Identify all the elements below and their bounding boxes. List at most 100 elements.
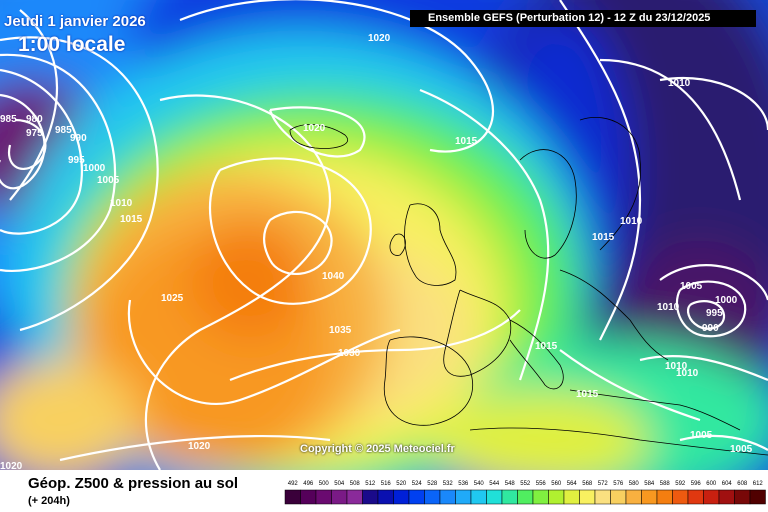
legend-swatch (734, 489, 751, 505)
isobar-label: 1010 (665, 361, 688, 372)
isobar-label: 1015 (455, 136, 478, 147)
legend-swatch (315, 489, 332, 505)
legend-tick-label: 540 (474, 481, 485, 487)
isobar-lines (0, 0, 768, 470)
legend-tick-label: 496 (303, 481, 314, 487)
legend-swatch (563, 489, 580, 505)
isobar-label: 980 (26, 114, 43, 125)
isobar-label: 1025 (161, 293, 184, 304)
legend-tick-label: 576 (613, 481, 624, 487)
legend-swatch (687, 489, 704, 505)
legend-tick-label: 492 (288, 481, 299, 487)
legend-tick-label: 500 (319, 481, 330, 487)
legend-swatch (532, 489, 549, 505)
legend-tick-label: 508 (350, 481, 361, 487)
legend-swatch (486, 489, 503, 505)
map-title: Géop. Z500 & pression au sol (28, 475, 239, 492)
legend-swatch (501, 489, 518, 505)
legend-tick-label: 604 (722, 481, 733, 487)
forecast-lead: (+ 204h) (28, 495, 70, 507)
isobar-label: 995 (68, 155, 85, 166)
isobar-label: 1015 (535, 341, 558, 352)
legend-swatch (377, 489, 394, 505)
legend-swatch (424, 489, 441, 505)
map-footer: Géop. Z500 & pression au sol (+ 204h) 49… (0, 470, 768, 512)
isobar-label: 1030 (338, 348, 361, 359)
legend-swatch (300, 489, 317, 505)
legend-tick-label: 596 (691, 481, 702, 487)
isobar-labels: 1020 985 975 980 985 990 995 1000 1005 1… (0, 33, 753, 470)
isobar-label: 1005 (680, 281, 703, 292)
legend-tick-label: 520 (396, 481, 407, 487)
legend-swatch (718, 489, 735, 505)
isobar-label: 1015 (576, 389, 599, 400)
isobar-label: 1010 (620, 216, 643, 227)
legend-swatch (641, 489, 658, 505)
legend-swatch (610, 489, 627, 505)
isobar-label: 1040 (322, 271, 345, 282)
legend-tick-label: 592 (675, 481, 686, 487)
isobar-label: 1005 (97, 175, 120, 186)
legend-swatch (362, 489, 379, 505)
isobar-label: 1000 (715, 295, 738, 306)
legend-tick-label: 504 (334, 481, 345, 487)
legend-tick-label: 580 (629, 481, 640, 487)
isobar-label: 990 (70, 133, 87, 144)
legend-tick-label: 560 (551, 481, 562, 487)
isobar-label: 1020 (188, 441, 211, 452)
legend-swatch (284, 489, 301, 505)
isobar-label: 975 (26, 128, 43, 139)
isobar-label: 1020 (0, 461, 23, 470)
legend-tick-label: 536 (458, 481, 469, 487)
copyright-text: Copyright © 2025 Meteociel.fr (300, 443, 455, 455)
color-legend: 492 496 500 504 508 512 516 520 524 528 532 536 540 5… (284, 481, 766, 505)
legend-swatch (548, 489, 565, 505)
legend-swatch (439, 489, 456, 505)
isobar-label: 1010 (676, 368, 699, 379)
isobar-label: 1010 (110, 198, 133, 209)
isobar-label: 1015 (592, 232, 615, 243)
legend-swatch (594, 489, 611, 505)
local-time: 1:00 locale (18, 33, 126, 56)
isobar-label: 1000 (83, 163, 106, 174)
isobar-label: 1010 (657, 302, 680, 313)
legend-swatch (672, 489, 689, 505)
isobar-label: 985 (0, 114, 17, 125)
legend-swatch (625, 489, 642, 505)
forecast-date: Jeudi 1 janvier 2026 (4, 13, 146, 30)
isobar-label: 1035 (329, 325, 352, 336)
legend-swatch (579, 489, 596, 505)
weather-map: 1020 985 975 980 985 990 995 1000 1005 1… (0, 0, 768, 470)
legend-tick-label: 564 (567, 481, 578, 487)
isobar-label: 1010 (668, 78, 691, 89)
legend-swatch (346, 489, 363, 505)
legend-swatch (703, 489, 720, 505)
legend-tick-label: 608 (737, 481, 748, 487)
legend-tick-label: 552 (520, 481, 531, 487)
isobar-label: 990 (702, 323, 719, 334)
isobar-label: 1020 (368, 33, 391, 44)
legend-tick-label: 528 (427, 481, 438, 487)
legend-swatch (656, 489, 673, 505)
legend-swatch (455, 489, 472, 505)
isobar-label: 1020 (303, 123, 326, 134)
legend-swatch (749, 489, 766, 505)
legend-tick-label: 572 (598, 481, 609, 487)
legend-swatch (408, 489, 425, 505)
isobar-label: 1005 (730, 444, 753, 455)
legend-tick-label: 612 (753, 481, 764, 487)
legend-tick-label: 556 (536, 481, 547, 487)
isobar-label: 1005 (690, 430, 713, 441)
legend-tick-label: 600 (706, 481, 717, 487)
legend-tick-label: 524 (412, 481, 423, 487)
legend-tick-label: 588 (660, 481, 671, 487)
legend-swatch (470, 489, 487, 505)
coastlines (289, 117, 768, 456)
legend-tick-label: 568 (582, 481, 593, 487)
legend-tick-label: 584 (644, 481, 655, 487)
legend-swatch (517, 489, 534, 505)
legend-tick-label: 516 (381, 481, 392, 487)
geopotential-map: 1020 985 975 980 985 990 995 1000 1005 1… (0, 0, 768, 470)
legend-tick-label: 512 (365, 481, 376, 487)
legend-swatch (393, 489, 410, 505)
